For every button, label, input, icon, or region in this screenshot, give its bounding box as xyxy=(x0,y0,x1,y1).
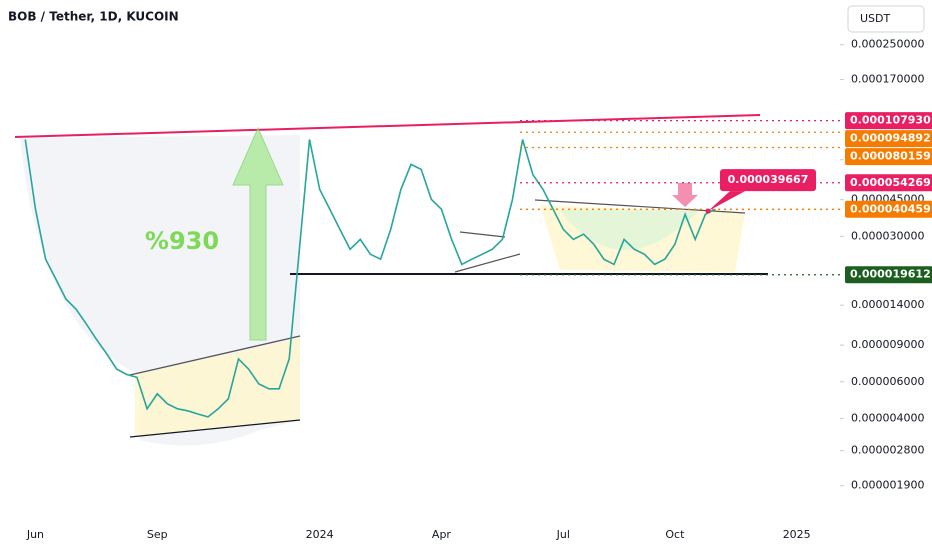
channel-zone xyxy=(135,338,300,437)
x-tick-label: Oct xyxy=(665,528,685,541)
currency-box[interactable] xyxy=(847,5,925,33)
level-label-box xyxy=(845,174,932,192)
percent-annotation: %930 xyxy=(145,227,219,255)
x-tick-label: Sep xyxy=(147,528,168,541)
x-tick-label: Jul xyxy=(556,528,570,541)
level-label-box xyxy=(845,148,932,166)
level-label-box xyxy=(845,200,932,218)
currency[interactable]: USDT xyxy=(860,12,891,25)
channel-top xyxy=(129,335,301,376)
y-tick-label: 0.000006000 xyxy=(851,375,924,388)
level-label: 0.000040459 xyxy=(850,202,931,215)
up-arrow xyxy=(232,126,284,341)
chart-title: BOB / Tether, 1D, KUCOIN xyxy=(8,10,179,24)
resistance-line xyxy=(14,114,761,138)
callout-pointer xyxy=(708,191,745,212)
level-label: 0.000094892 xyxy=(850,132,931,145)
level-label-box xyxy=(845,130,932,148)
x-tick-label: Apr xyxy=(432,528,452,541)
triangle-bottom xyxy=(454,253,521,273)
level-label: 0.000107930 xyxy=(850,114,931,127)
channel-bottom xyxy=(129,419,301,438)
y-tick-label: 0.000009000 xyxy=(851,338,924,351)
y-tick-label: 0.000014000 xyxy=(851,298,924,311)
x-tick-label: 2024 xyxy=(306,528,334,541)
down-arrow xyxy=(672,183,698,207)
y-tick-label: 0.000030000 xyxy=(851,229,924,242)
triangle-top xyxy=(459,231,506,238)
callout-label: 0.000039667 xyxy=(728,173,809,186)
y-tick-label: 0.000001900 xyxy=(851,479,924,492)
x-tick-label: Jun xyxy=(26,528,44,541)
y-tick-label: 0.000250000 xyxy=(851,38,924,51)
y-tick-label: 0.000170000 xyxy=(851,73,924,86)
callout-box xyxy=(720,169,816,192)
level-label: 0.000019612 xyxy=(850,268,931,281)
level-label: 0.000054269 xyxy=(850,176,931,189)
level-label: 0.000080159 xyxy=(850,150,931,163)
x-tick-label: 2025 xyxy=(783,528,811,541)
level-label-box xyxy=(845,112,932,130)
level-label-box xyxy=(845,266,932,284)
price-line xyxy=(24,139,716,418)
cup-zone xyxy=(560,210,700,250)
y-tick-label: 0.000002800 xyxy=(851,444,924,457)
y-tick-label: 0.000004000 xyxy=(851,411,924,424)
